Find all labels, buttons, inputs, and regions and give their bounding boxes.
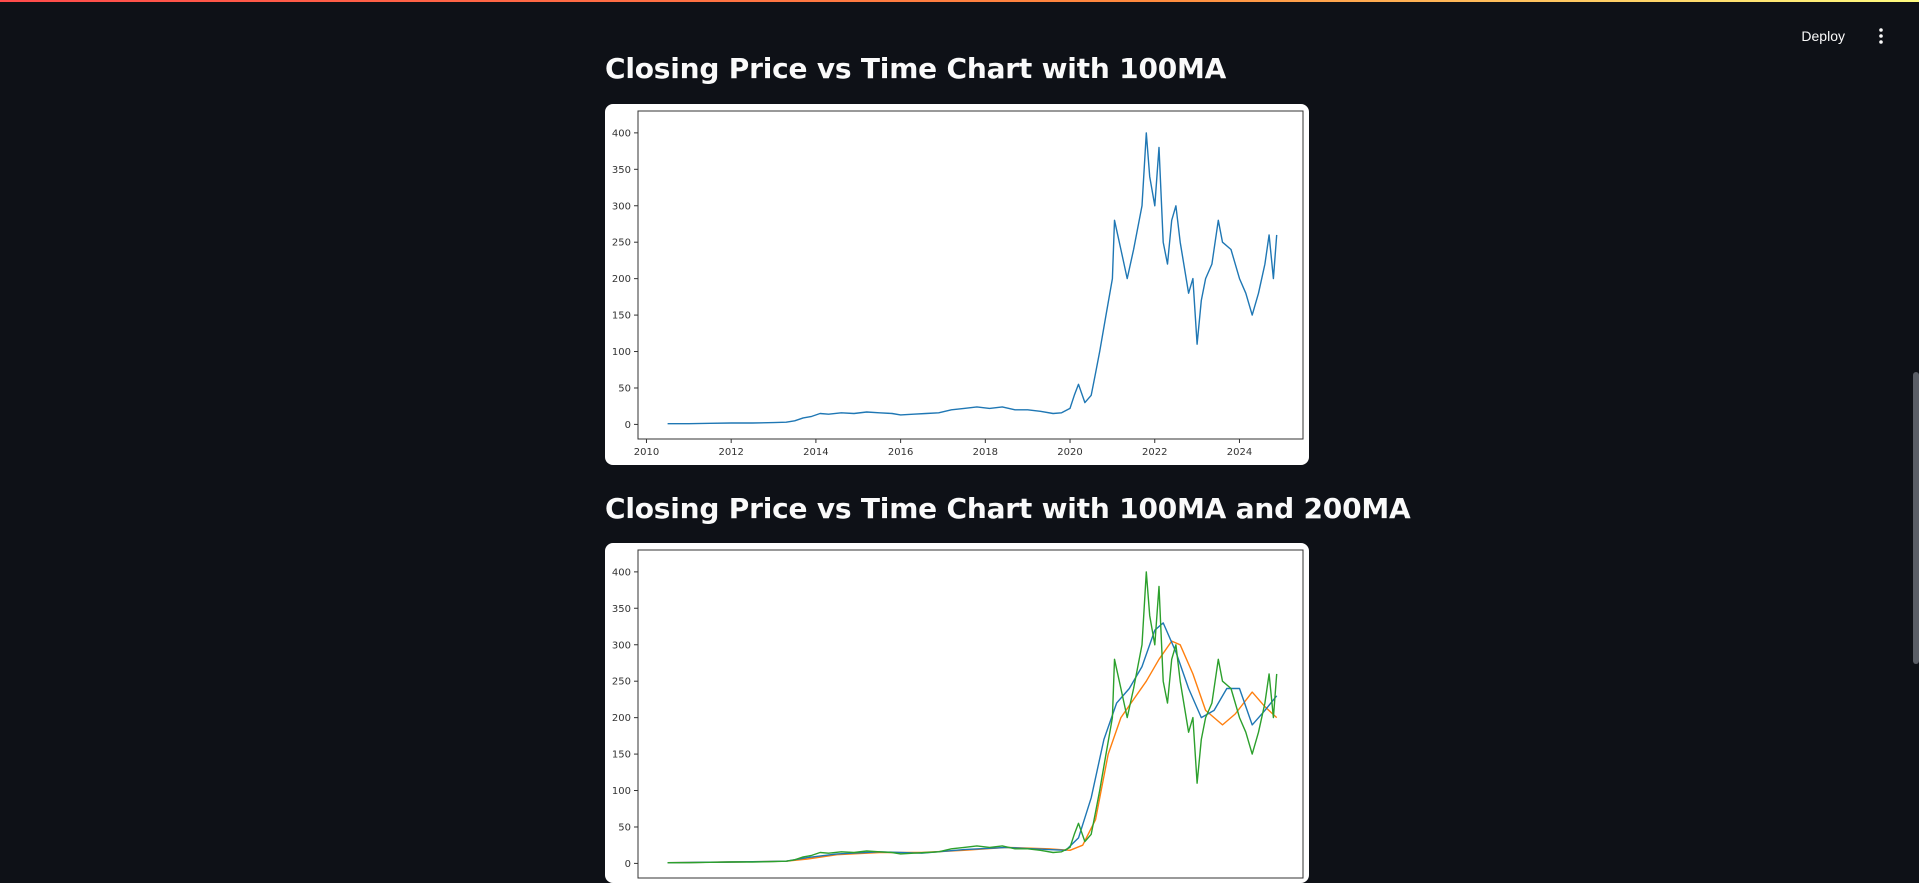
y-tick-label: 350 [612, 165, 631, 176]
top-decoration-bar [0, 0, 1919, 2]
y-tick-label: 300 [612, 201, 631, 212]
y-tick-label: 400 [612, 128, 631, 139]
section-title-100ma-200ma: Closing Price vs Time Chart with 100MA a… [605, 492, 1411, 525]
y-tick-label: 50 [618, 822, 631, 833]
y-tick-label: 400 [612, 567, 631, 578]
y-tick-label: 100 [612, 786, 631, 797]
chart-card-100ma-200ma: 0 50 100 150 200 250 300 350 400 [605, 543, 1309, 883]
scrollbar-thumb[interactable] [1913, 372, 1919, 664]
y-tick-label: 300 [612, 640, 631, 651]
series-line-1 [667, 622, 1278, 864]
x-tick-label: 2014 [803, 447, 828, 458]
y-tick-label: 250 [612, 677, 631, 688]
y-tick-label: 350 [612, 604, 631, 615]
deploy-button[interactable]: Deploy [1795, 24, 1851, 48]
x-tick-label: 2012 [718, 447, 743, 458]
x-tick-label: 2022 [1142, 447, 1167, 458]
x-tick-label: 2020 [1057, 447, 1082, 458]
scrollbar[interactable] [1913, 0, 1919, 871]
chart-card-100ma: 0 50 100 150 200 250 300 350 400 2010 2012 2014 2016… [605, 104, 1309, 465]
x-tick-label: 2018 [973, 447, 998, 458]
y-tick-label: 250 [612, 238, 631, 249]
x-tick-label: 2016 [888, 447, 913, 458]
chart-100ma: 0 50 100 150 200 250 300 350 400 2010 2012 2014 2016… [612, 110, 1304, 458]
series-line-0 [667, 132, 1278, 425]
more-options-icon[interactable] [1871, 24, 1891, 48]
x-tick-label: 2010 [634, 447, 659, 458]
plot-frame [637, 110, 1304, 440]
x-tick-label: 2024 [1227, 447, 1252, 458]
y-tick-label: 100 [612, 347, 631, 358]
section-title-100ma: Closing Price vs Time Chart with 100MA [605, 52, 1227, 85]
y-tick-label: 150 [612, 311, 631, 322]
chart-100ma-200ma: 0 50 100 150 200 250 300 350 400 [612, 549, 1304, 879]
y-tick-label: 50 [618, 383, 631, 394]
y-tick-label: 200 [612, 274, 631, 285]
series-line-2 [667, 571, 1278, 864]
plot-frame [637, 549, 1304, 879]
y-tick-label: 150 [612, 750, 631, 761]
series-line-0 [667, 640, 1278, 864]
y-tick-label: 0 [625, 859, 631, 870]
header-actions: Deploy [1795, 24, 1891, 48]
y-tick-label: 200 [612, 713, 631, 724]
y-tick-label: 0 [625, 420, 631, 431]
